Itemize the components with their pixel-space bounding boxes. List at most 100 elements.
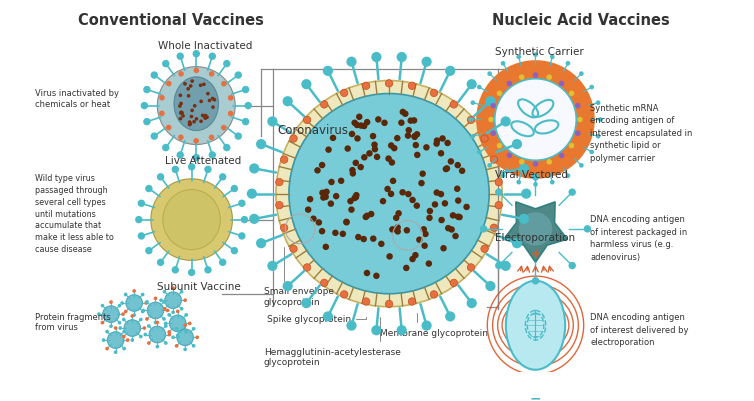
Circle shape	[211, 106, 215, 110]
Ellipse shape	[124, 293, 127, 297]
Circle shape	[575, 104, 581, 109]
Circle shape	[190, 115, 193, 119]
Ellipse shape	[139, 335, 143, 338]
Ellipse shape	[323, 312, 333, 322]
Circle shape	[423, 145, 430, 151]
Circle shape	[178, 105, 182, 109]
Ellipse shape	[171, 336, 175, 339]
Ellipse shape	[179, 290, 183, 294]
Circle shape	[418, 180, 425, 187]
Circle shape	[450, 101, 458, 109]
Circle shape	[413, 203, 420, 209]
Circle shape	[350, 171, 356, 177]
Circle shape	[370, 236, 376, 242]
Circle shape	[372, 147, 379, 153]
Ellipse shape	[238, 200, 246, 207]
Circle shape	[356, 114, 363, 121]
Ellipse shape	[154, 321, 158, 324]
Circle shape	[357, 164, 364, 171]
Ellipse shape	[121, 312, 125, 316]
Circle shape	[495, 189, 502, 196]
Circle shape	[193, 139, 199, 144]
Circle shape	[378, 241, 385, 247]
Circle shape	[327, 201, 334, 207]
Ellipse shape	[346, 321, 357, 331]
Ellipse shape	[130, 314, 134, 318]
Ellipse shape	[144, 302, 148, 305]
Circle shape	[442, 200, 448, 207]
Circle shape	[532, 277, 539, 285]
Ellipse shape	[223, 61, 231, 68]
Circle shape	[348, 198, 354, 205]
Circle shape	[333, 193, 339, 200]
Ellipse shape	[132, 290, 136, 293]
Ellipse shape	[421, 321, 432, 331]
Ellipse shape	[163, 290, 167, 294]
Text: Membrane glycoprotein: Membrane glycoprotein	[380, 314, 488, 337]
Text: Protein fragments
from virus: Protein fragments from virus	[35, 312, 111, 331]
Ellipse shape	[154, 297, 158, 300]
Ellipse shape	[143, 119, 151, 126]
Circle shape	[414, 152, 421, 159]
Circle shape	[159, 96, 164, 101]
Ellipse shape	[192, 344, 195, 348]
Circle shape	[519, 75, 525, 81]
Circle shape	[467, 264, 475, 271]
Circle shape	[213, 99, 216, 102]
Circle shape	[307, 196, 314, 203]
Circle shape	[456, 214, 463, 221]
Circle shape	[186, 88, 190, 91]
Circle shape	[319, 229, 325, 235]
Ellipse shape	[183, 299, 187, 302]
Ellipse shape	[185, 313, 188, 317]
Ellipse shape	[234, 72, 242, 79]
Ellipse shape	[468, 118, 473, 122]
Circle shape	[366, 151, 372, 157]
Ellipse shape	[143, 87, 151, 94]
Ellipse shape	[192, 51, 200, 58]
Circle shape	[467, 117, 475, 124]
Circle shape	[405, 133, 411, 140]
Ellipse shape	[550, 55, 555, 60]
Circle shape	[199, 120, 203, 124]
Circle shape	[221, 82, 227, 87]
Ellipse shape	[470, 135, 475, 139]
Circle shape	[411, 118, 417, 124]
Circle shape	[158, 67, 235, 145]
Ellipse shape	[162, 61, 170, 68]
Ellipse shape	[147, 324, 151, 328]
Circle shape	[427, 208, 433, 215]
Circle shape	[316, 220, 322, 226]
Circle shape	[490, 104, 496, 109]
Text: Subunit Vaccine: Subunit Vaccine	[157, 281, 241, 291]
Text: Whole Inactivated: Whole Inactivated	[158, 41, 253, 51]
Circle shape	[176, 329, 194, 346]
Circle shape	[490, 225, 498, 232]
Text: Spike glycoprotein: Spike glycoprotein	[267, 314, 366, 323]
Circle shape	[363, 214, 369, 221]
Circle shape	[361, 124, 367, 130]
Circle shape	[495, 79, 576, 161]
Ellipse shape	[183, 348, 187, 351]
Ellipse shape	[162, 144, 170, 152]
Text: Wild type virus
passaged through
several cell types
until mutations
accumulate t: Wild type virus passaged through several…	[35, 174, 114, 253]
Ellipse shape	[231, 185, 238, 193]
Ellipse shape	[138, 233, 145, 240]
Circle shape	[159, 111, 164, 117]
Circle shape	[228, 111, 233, 117]
Ellipse shape	[241, 217, 248, 224]
Ellipse shape	[256, 140, 266, 150]
Ellipse shape	[249, 164, 259, 174]
Text: DNA encoding antigen
of interest delivered by
electroporation: DNA encoding antigen of interest deliver…	[590, 312, 688, 346]
Circle shape	[507, 81, 512, 87]
Circle shape	[358, 123, 364, 130]
Ellipse shape	[143, 326, 146, 330]
Ellipse shape	[195, 336, 199, 339]
Ellipse shape	[445, 312, 455, 322]
Circle shape	[398, 120, 405, 127]
Circle shape	[209, 135, 214, 141]
Circle shape	[354, 136, 360, 142]
Ellipse shape	[118, 321, 121, 325]
Circle shape	[402, 111, 409, 118]
Circle shape	[320, 279, 328, 287]
